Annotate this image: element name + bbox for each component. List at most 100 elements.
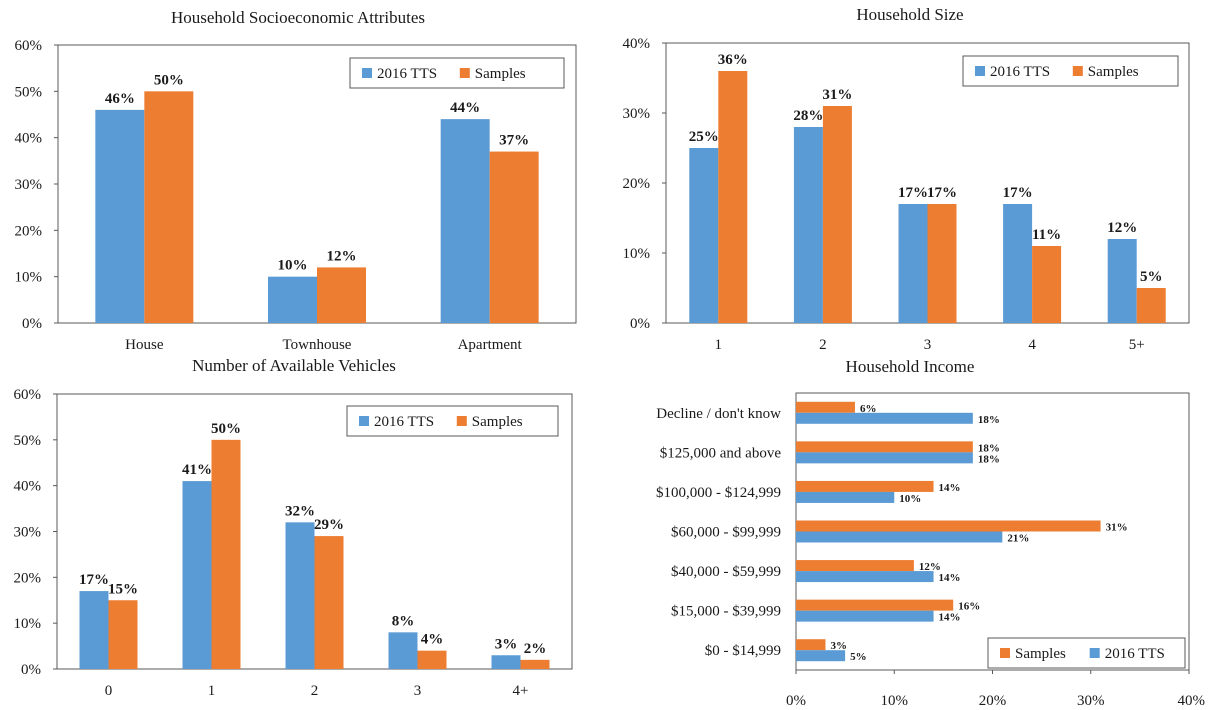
legend-label: 2016 TTS [990,64,1050,80]
y-category-label: $60,000 - $99,999 [671,525,781,541]
bar-tts [388,632,418,669]
x-tick-label: 10% [881,693,909,709]
bar-tts [796,452,973,464]
bar-samples [927,204,957,323]
legend-box [987,637,1186,669]
bar-samples [796,639,826,651]
bar-tts [793,127,823,323]
bar-tts [440,119,490,323]
bar-samples [822,106,852,323]
data-label: 32% [285,503,315,519]
bar-samples [796,441,973,453]
data-label: 25% [689,129,719,145]
bar-samples [796,599,954,611]
x-category-label: House [125,337,164,353]
x-tick-label: 30% [1077,693,1105,709]
socio-legend: 2016 TTS Samples [349,57,565,89]
chart-title: Number of Available Vehicles [192,356,396,375]
legend-label: Samples [1088,64,1139,80]
legend-swatch [359,416,369,426]
x-category-label: 2 [819,337,827,353]
data-label: 14% [939,612,961,624]
data-label: 14% [939,482,961,494]
legend-box [962,55,1179,87]
legend-label: 2016 TTS [374,414,434,430]
data-label: 14% [939,572,961,584]
data-label: 3% [495,636,518,652]
bar-tts [796,571,934,583]
x-category-label: 1 [208,683,216,699]
bar-tts [268,276,317,323]
data-label: 4% [421,632,444,648]
legend-label: Samples [1015,646,1066,662]
legend-label: 2016 TTS [1105,646,1165,662]
bar-tts [1107,239,1137,323]
legend-box [346,405,559,437]
vehicles-legend: 2016 TTS Samples [346,405,559,437]
data-label: 3% [830,640,847,652]
data-label: 17% [79,572,109,588]
bar-samples [1136,288,1166,323]
y-category-label: $15,000 - $39,999 [671,604,781,620]
data-label: 10% [278,258,308,274]
size-legend: 2016 TTS Samples [962,55,1179,87]
bar-samples [796,401,855,413]
bar-samples [796,520,1101,532]
bar-samples [314,536,344,669]
y-tick-label: 40% [15,131,43,147]
bar-samples [1032,246,1062,323]
data-label: 12% [327,248,357,264]
y-tick-label: 0% [22,316,42,332]
legend-label: 2016 TTS [377,66,437,82]
data-label: 28% [793,108,823,124]
bar-samples [520,659,550,669]
data-label: 12% [919,561,941,573]
y-tick-label: 20% [15,223,43,239]
x-category-label: 4 [1028,337,1036,353]
bar-tts [95,109,145,323]
bar-samples [144,91,194,323]
x-tick-label: 40% [1178,693,1206,709]
y-tick-label: 20% [14,570,42,586]
data-label: 31% [1106,522,1128,534]
bar-tts [796,531,1003,543]
data-label: 36% [718,52,748,68]
income-legend: Samples 2016 TTS [987,637,1186,669]
bar-samples [718,71,748,323]
y-tick-label: 40% [623,36,651,52]
bar-tts [79,591,109,669]
y-category-label: $40,000 - $59,999 [671,564,781,580]
y-tick-label: 20% [623,176,651,192]
y-tick-label: 0% [21,662,41,678]
bar-samples [417,650,447,669]
data-label: 16% [958,601,980,613]
bar-tts [796,610,934,622]
data-label: 11% [1032,227,1061,243]
data-label: 31% [822,87,852,103]
data-label: 8% [392,613,415,629]
legend-swatch [1000,648,1010,658]
y-category-label: $125,000 and above [660,445,782,461]
y-tick-label: 30% [14,525,42,541]
data-label: 21% [1007,533,1029,545]
legend-label: Samples [475,66,526,82]
data-label: 2% [524,641,547,657]
data-label: 18% [978,414,1000,426]
legend-swatch [1089,648,1100,658]
data-label: 44% [450,100,480,116]
bar-tts [182,481,212,669]
data-label: 50% [154,72,184,88]
bar-tts [491,655,521,669]
bar-tts [796,412,973,424]
chart-title: Household Socioeconomic Attributes [171,8,425,27]
legend-swatch [456,416,467,426]
data-label: 17% [1003,185,1033,201]
chart-size: Household Size 0% 10% 20% 30% 40% 1 25% 36% 2 28% 3… [623,5,1190,353]
legend-swatch [459,68,470,78]
chart-income: Household Income 0% 10% 20% 30% 40% Decline / … [656,357,1205,709]
data-label: 50% [211,421,241,437]
x-category-label: 0 [105,683,113,699]
x-category-label: Townhouse [283,337,352,353]
x-tick-label: 0% [786,693,806,709]
